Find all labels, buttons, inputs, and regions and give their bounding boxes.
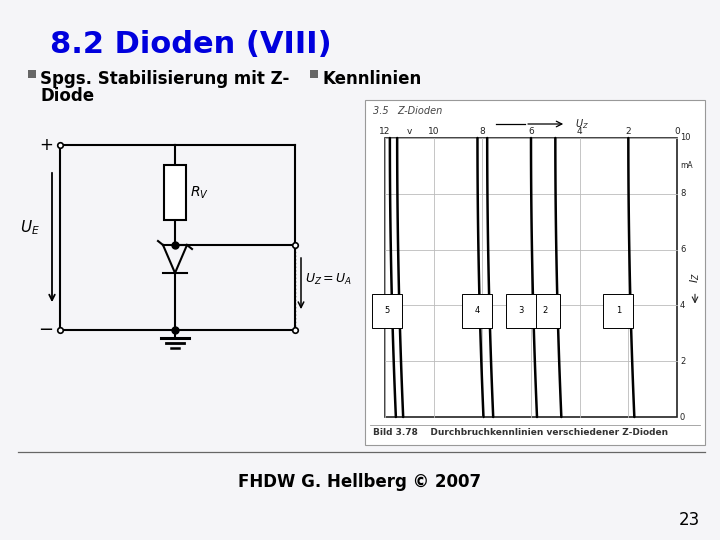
Text: +: +: [39, 136, 53, 154]
Text: mA: mA: [680, 161, 693, 171]
Text: 8.2 Dioden (VIII): 8.2 Dioden (VIII): [50, 30, 332, 59]
Text: $U_E$: $U_E$: [20, 218, 40, 237]
Bar: [385, 138, 677, 417]
Text: 23: 23: [679, 511, 700, 529]
Text: $R_V$: $R_V$: [190, 184, 209, 201]
Text: 4: 4: [474, 307, 480, 315]
Bar: [365, 100, 705, 445]
Bar: [310, 70, 318, 78]
Text: −: −: [38, 321, 53, 339]
Text: 0: 0: [674, 127, 680, 136]
Text: 10: 10: [428, 127, 439, 136]
Text: 2: 2: [680, 357, 685, 366]
Bar: [164, 165, 186, 220]
Text: $U_Z = U_A$: $U_Z = U_A$: [305, 272, 352, 287]
Text: Bild 3.78    Durchbruchkennlinien verschiedener Z-Dioden: Bild 3.78 Durchbruchkennlinien verschied…: [373, 428, 668, 437]
Text: 2: 2: [543, 307, 548, 315]
Text: 12: 12: [379, 127, 391, 136]
Text: 3: 3: [518, 307, 523, 315]
Text: $I_Z$: $I_Z$: [688, 273, 702, 284]
Text: 2: 2: [626, 127, 631, 136]
Text: 0: 0: [680, 413, 685, 422]
Text: FHDW G. Hellberg © 2007: FHDW G. Hellberg © 2007: [238, 473, 482, 491]
Text: $U_Z$: $U_Z$: [575, 117, 589, 131]
Text: 4: 4: [680, 301, 685, 310]
Text: 6: 6: [680, 245, 685, 254]
Text: 10: 10: [680, 133, 690, 143]
Text: 4: 4: [577, 127, 582, 136]
Text: 6: 6: [528, 127, 534, 136]
Text: Spgs. Stabilisierung mit Z-: Spgs. Stabilisierung mit Z-: [40, 70, 289, 88]
Text: Kennlinien: Kennlinien: [322, 70, 421, 88]
Bar: [28, 70, 36, 78]
Text: 1: 1: [616, 307, 621, 315]
Text: 8: 8: [680, 190, 685, 198]
Text: 3.5   Z-Dioden: 3.5 Z-Dioden: [373, 106, 442, 116]
Text: 8: 8: [480, 127, 485, 136]
Text: v: v: [407, 127, 412, 136]
Text: Diode: Diode: [40, 87, 94, 105]
Text: 5: 5: [384, 307, 390, 315]
